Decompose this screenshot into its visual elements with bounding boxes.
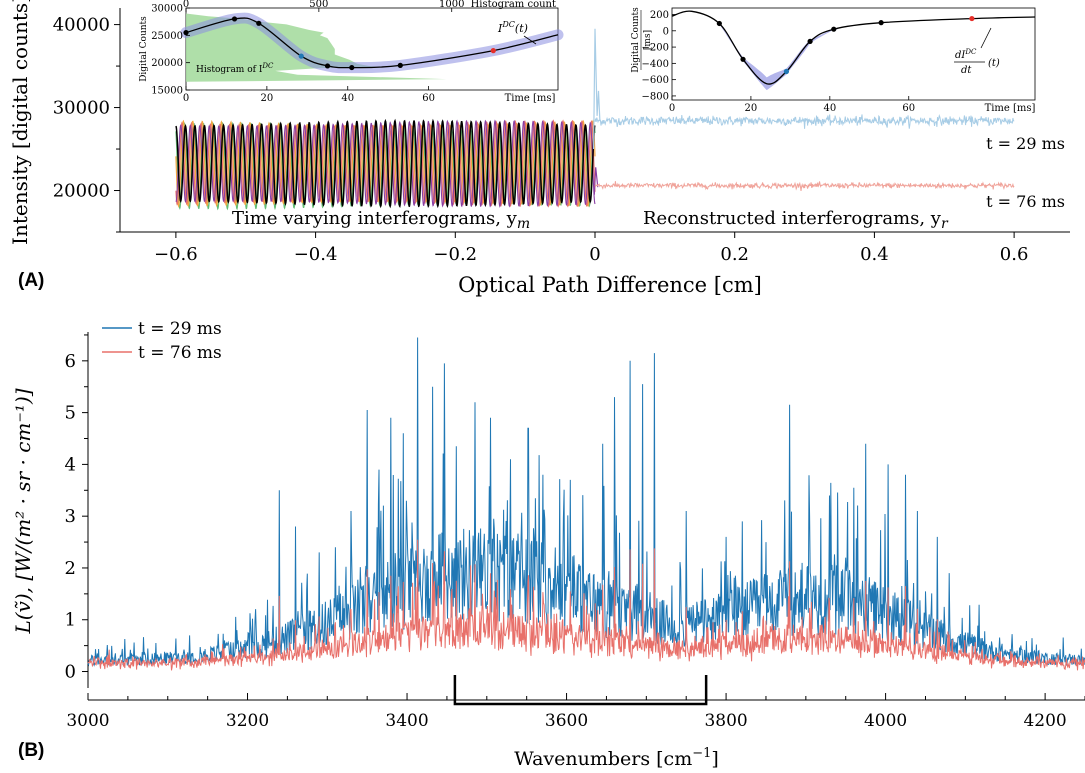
panel-a-y-axis-label: Intensity [digital counts] — [8, 0, 32, 245]
annotation-reconstructed: Reconstructed interferograms, yr — [643, 208, 949, 232]
panel-a-label: (A) — [18, 270, 45, 291]
spectrum-line-t76 — [87, 539, 1085, 671]
dc-marker — [183, 29, 189, 36]
inset-derivative-x-tick-label: 20 — [745, 103, 758, 114]
panel-b-x-tick-label: 3200 — [226, 711, 269, 731]
panel-a-y-tick-label: 40000 — [53, 15, 110, 36]
dc-marker — [349, 64, 355, 71]
reconstructed-line-t29 — [594, 114, 1015, 129]
panel-b-y-tick-label: 5 — [65, 403, 76, 424]
derivative-marker — [783, 68, 790, 75]
inset-dc-x-tick-label: 60 — [422, 93, 435, 104]
panel-a-x-tick-label: −0.6 — [154, 244, 198, 265]
panel-b-y-tick-label: 1 — [65, 610, 76, 631]
panel-a-x-axis-label: Optical Path Difference [cm] — [458, 273, 762, 297]
panel-b-x-tick-label: 3400 — [385, 711, 428, 731]
panel-a-x-tick-label: 0.6 — [1000, 244, 1029, 265]
inset-derivative-y-tick-label: −200 — [642, 43, 669, 54]
inset-derivative-y-label-top: Digital Counts — [631, 7, 641, 73]
panel-a-x-tick-label: −0.2 — [433, 244, 477, 265]
inset-derivative-y-tick-label: 200 — [650, 10, 669, 21]
panel-a-y-tick-label: 30000 — [53, 98, 110, 119]
panel-b-x-tick-label: 3600 — [545, 711, 588, 731]
inset-dc-x-label: Time [ms] — [505, 93, 556, 104]
inset-derivative-frame — [671, 7, 1036, 101]
dc-marker — [298, 53, 304, 59]
derivative-marker — [716, 20, 722, 27]
panel-b-y-tick-label: 2 — [65, 558, 76, 579]
panel-a-x-tick-label: 0.2 — [720, 244, 749, 265]
panel-a-x-tick-label: 0 — [589, 244, 600, 265]
dc-marker — [324, 63, 331, 69]
panel-b-y-tick-label: 4 — [65, 454, 76, 475]
inset-derivative-x-tick-label: 40 — [823, 103, 836, 114]
panel-b-y-tick-label: 6 — [65, 351, 76, 372]
annotation-t76: t = 76 ms — [986, 192, 1065, 211]
histogram-label: Histogram of IDC — [196, 62, 274, 75]
panel-a-chart: −0.6 −0.4 −0.2 0 0.2 0.4 0.6200003000040000Opt… — [8, 0, 1070, 297]
inset-dc-y-label: Digital Counts — [139, 16, 149, 82]
zpd-spike — [593, 28, 601, 150]
inset-derivative-y-tick-label: −800 — [642, 91, 669, 102]
dc-marker — [256, 20, 262, 26]
panel-a-x-tick-label: −0.4 — [294, 244, 338, 265]
inset-dc-x-tick-label: 0 — [183, 93, 189, 104]
legend-label: t = 76 ms — [138, 343, 222, 363]
derivative-label-denominator: dt — [961, 65, 972, 76]
zpd-spike-76 — [593, 167, 599, 195]
dc-histogram — [186, 13, 447, 82]
derivative-uncertainty-band — [719, 22, 838, 91]
inset-dc-top-tick-label: 1000 — [439, 0, 464, 10]
annotation-t29: t = 29 ms — [986, 134, 1065, 153]
interferogram-line — [175, 118, 596, 209]
inset-dc-top-tick-label: 0 — [183, 0, 189, 10]
panel-b-y-tick-label: 3 — [65, 506, 76, 527]
inset-derivative-y-tick-label: −400 — [642, 59, 669, 70]
inset-dc-x-tick-label: 40 — [341, 93, 354, 104]
derivative-marker — [807, 38, 813, 44]
dc-marker — [397, 62, 403, 68]
reconstructed-line-t76 — [594, 181, 1015, 191]
inset-derivative-chart: 0 20 40 60 200 0 −200 −400 −600 −800 Time [ms] Digi… — [631, 7, 1036, 114]
panel-a-y-tick-label: 20000 — [53, 181, 110, 202]
panel-b-x-tick-label: 3000 — [66, 711, 109, 731]
inset-dc-y-tick-label: 20000 — [151, 58, 183, 69]
derivative-marker — [740, 56, 746, 62]
panel-b-y-axis-label: L(ṽ), [W/(m² · sr · cm⁻¹)] — [11, 388, 35, 634]
dc-marker — [231, 16, 238, 22]
dc-curve-label-leader — [523, 35, 537, 45]
panel-b-x-tick-label: 4200 — [1023, 711, 1066, 731]
panel-b-label: (B) — [18, 740, 45, 761]
panel-b-x-tick-label: 4000 — [864, 711, 907, 731]
panel-b-x-axis-label: Wavenumbers [cm−1] — [514, 746, 719, 770]
inset-dc-y-tick-label: 30000 — [151, 4, 183, 15]
inset-dc-top-label: Histogram count — [471, 0, 556, 10]
inset-derivative-y-label-bottom: [ms] — [643, 30, 653, 50]
derivative-label-tail: (t) — [988, 58, 1000, 69]
inset-derivative-x-tick-label: 60 — [902, 103, 915, 114]
inset-derivative-y-tick-label: −600 — [642, 75, 669, 86]
legend-label: t = 29 ms — [138, 319, 222, 339]
inset-derivative-y-tick-label: 0 — [663, 26, 669, 37]
dc-marker — [490, 48, 496, 54]
panel-b-chart: 3000 3200 3400 3600 3800 4000 4200 0 1 2 3 4 5 6 Waven… — [11, 319, 1085, 770]
interferogram-line — [175, 119, 596, 208]
inset-dc-y-tick-label: 15000 — [151, 86, 183, 97]
inset-dc-y-tick-label: 25000 — [151, 31, 183, 42]
derivative-marker — [831, 26, 837, 32]
inset-dc-top-tick-label: 500 — [309, 0, 328, 10]
inset-derivative-x-label: Time [ms] — [985, 103, 1036, 114]
panel-a-x-tick-label: 0.4 — [860, 244, 889, 265]
derivative-label-leader — [980, 27, 992, 49]
derivative-marker — [969, 15, 975, 22]
inset-derivative-x-tick-label: 0 — [669, 103, 675, 114]
inset-dc-x-tick-label: 20 — [261, 93, 274, 104]
derivative-marker — [878, 20, 884, 26]
panel-b-x-tick-label: 3800 — [704, 711, 747, 731]
annotation-time-varying: Time varying interferograms, ym — [232, 208, 530, 232]
panel-b-y-tick-label: 0 — [65, 662, 76, 683]
wavenumber-bracket — [453, 675, 708, 706]
